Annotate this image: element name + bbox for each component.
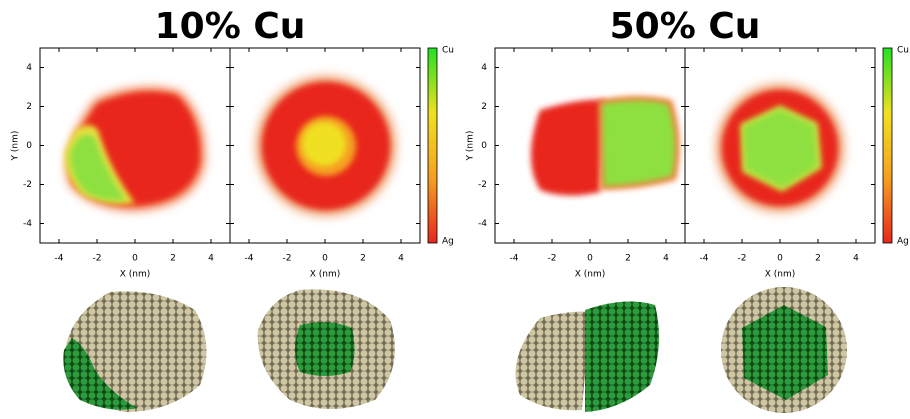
y-axis-label: Y (nm) — [11, 131, 21, 162]
figure: 10% Cu -4 -2 0 2 4 X (nm) -4 -2 0 2 4 X (nm) -4 -2 0 2 4 Y… — [0, 0, 910, 419]
y-tick-label: -2 — [23, 180, 32, 190]
x-tick-label: 0 — [132, 254, 138, 264]
atom-render — [63, 287, 847, 413]
colorbar — [428, 48, 437, 243]
x-tick-label: 4 — [853, 254, 859, 264]
y-tick-label: 2 — [26, 102, 32, 112]
x-axis-label: X (nm) — [120, 270, 151, 280]
x-tick-label: -4 — [510, 254, 519, 264]
y-tick-label: 4 — [481, 63, 487, 73]
y-tick-label: 4 — [26, 63, 32, 73]
x-axis-label: X (nm) — [765, 270, 796, 280]
y-axis-label: Y (nm) — [466, 131, 476, 162]
x-tick-label: -4 — [700, 254, 709, 264]
y-tick-label: -4 — [478, 219, 487, 229]
y-tick-label: -4 — [23, 219, 32, 229]
x-tick-label: 2 — [815, 254, 821, 264]
panel-title: 10% Cu — [155, 6, 306, 47]
y-tick-label: -2 — [478, 180, 487, 190]
y-tick-label: 0 — [26, 141, 32, 151]
x-tick-label: -4 — [245, 254, 254, 264]
x-tick-label: 0 — [777, 254, 783, 264]
composition-map — [65, 76, 844, 216]
x-tick-label: 4 — [663, 254, 669, 264]
x-tick-label: 4 — [208, 254, 214, 264]
y-tick-label: 2 — [481, 102, 487, 112]
x-axis-label: X (nm) — [310, 270, 341, 280]
colorbar-label: Cu — [897, 46, 909, 56]
colorbar — [883, 48, 892, 243]
x-tick-label: 2 — [360, 254, 366, 264]
x-tick-label: -2 — [548, 254, 557, 264]
panel-title: 50% Cu — [610, 6, 761, 47]
x-tick-label: -4 — [55, 254, 64, 264]
x-tick-label: 2 — [170, 254, 176, 264]
colorbar-label: Ag — [442, 237, 454, 247]
x-tick-label: 0 — [587, 254, 593, 264]
x-tick-label: 2 — [625, 254, 631, 264]
x-tick-label: -2 — [93, 254, 102, 264]
y-tick-label: 0 — [481, 141, 487, 151]
colorbar-label: Cu — [442, 46, 454, 56]
x-tick-label: -2 — [738, 254, 747, 264]
colorbar-label: Ag — [897, 237, 909, 247]
x-tick-label: -2 — [283, 254, 292, 264]
x-tick-label: 0 — [322, 254, 328, 264]
x-tick-label: 4 — [398, 254, 404, 264]
x-axis-label: X (nm) — [575, 270, 606, 280]
